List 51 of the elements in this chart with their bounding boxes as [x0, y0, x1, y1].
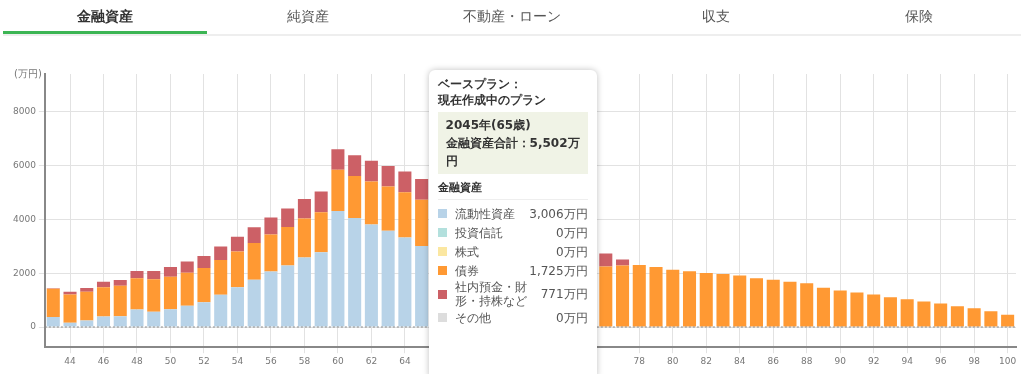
x-tick-label: 90 — [834, 355, 847, 366]
legend-label: 株式 — [454, 244, 480, 259]
y-tick-label: 0 — [30, 321, 37, 332]
x-tick-label: 100 — [999, 355, 1017, 366]
annotation: 3,006万円 — [529, 206, 588, 221]
y-tick-label: 2000 — [13, 267, 37, 278]
x-tick-label: 50 — [164, 355, 177, 366]
legend-label: 債券 — [454, 263, 480, 278]
x-tick-label: 64 — [399, 355, 411, 366]
x-tick-label: 46 — [97, 355, 110, 366]
x-tick-label: 98 — [968, 355, 981, 366]
x-tick-label: 52 — [198, 355, 210, 366]
annotation: 771万円 — [540, 287, 588, 301]
y-tick-label: 6000 — [13, 159, 37, 170]
x-tick-label: 94 — [901, 355, 914, 366]
legend-label: その他 — [454, 310, 492, 325]
x-tick-label: 62 — [365, 355, 378, 366]
annotation: 0万円 — [555, 310, 588, 325]
x-tick-label: 58 — [298, 355, 311, 366]
y-tick-label: 4000 — [13, 213, 37, 224]
legend-label: 流動性資産 — [454, 206, 516, 221]
x-tick-label: 54 — [231, 355, 244, 366]
annotation: ベースプラン： — [437, 76, 523, 92]
x-tick-label: 96 — [934, 355, 947, 366]
x-tick-label: 78 — [633, 355, 646, 366]
x-tick-label: 56 — [265, 355, 277, 366]
annotation: 0万円 — [555, 225, 588, 240]
text: 保険 — [904, 7, 935, 26]
text: 純資産 — [286, 7, 331, 26]
annotation: 0万円 — [555, 244, 588, 259]
annotation: 2045年(65歳) — [445, 117, 532, 134]
text: 不動産・ローン — [462, 7, 562, 26]
x-tick-label: 84 — [734, 355, 746, 366]
legend-label: 投資信託 — [454, 225, 504, 240]
annotation: 金融資産合計：5,502万円 — [445, 135, 580, 170]
x-tick-label: 80 — [667, 355, 679, 366]
x-tick-label: 92 — [867, 355, 880, 366]
x-tick-label: 44 — [64, 355, 77, 366]
y-axis-title: (万円) — [14, 67, 42, 79]
annotation: 金融資産 — [437, 180, 588, 200]
x-tick-label: 82 — [700, 355, 712, 366]
x-tick-label: 60 — [332, 355, 344, 366]
x-tick-label: 86 — [767, 355, 780, 366]
x-tick-label: 48 — [131, 355, 143, 366]
annotation: 1,725万円 — [529, 263, 588, 278]
legend-label: 社内預金・財形・持株など — [454, 280, 528, 308]
text: 収支 — [700, 7, 731, 26]
annotation: 現在作成中のプラン — [437, 92, 547, 108]
text: 金融資産 — [3, 0, 207, 34]
x-tick-label: 88 — [800, 355, 813, 366]
y-tick-label: 8000 — [13, 106, 37, 117]
